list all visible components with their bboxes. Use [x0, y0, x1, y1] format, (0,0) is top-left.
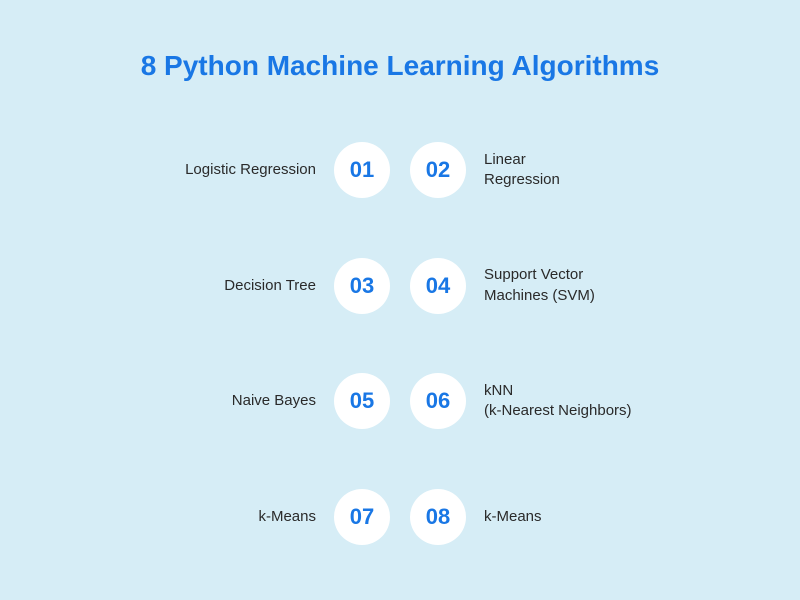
- list-item: Decision Tree 03: [60, 243, 390, 329]
- list-item: 06 kNN (k-Nearest Neighbors): [410, 359, 740, 445]
- item-label: k-Means: [484, 507, 542, 527]
- list-item: 04 Support VectorMachines (SVM): [410, 243, 740, 329]
- list-item: Naive Bayes 05: [60, 359, 390, 445]
- item-label: kNN (k-Nearest Neighbors): [484, 381, 632, 422]
- item-label: Logistic Regression: [185, 160, 316, 180]
- algorithms-grid: Logistic Regression 01 02 LinearRegressi…: [60, 127, 740, 560]
- page-title: 8 Python Machine Learning Algorithms: [60, 50, 740, 82]
- number-badge: 04: [410, 258, 466, 314]
- infographic-container: 8 Python Machine Learning Algorithms Log…: [0, 0, 800, 600]
- list-item: k-Means 07: [60, 474, 390, 560]
- number-badge: 01: [334, 142, 390, 198]
- number-badge: 07: [334, 489, 390, 545]
- item-label: Naive Bayes: [232, 391, 316, 411]
- list-item: 02 LinearRegression: [410, 127, 740, 213]
- number-badge: 06: [410, 373, 466, 429]
- number-badge: 03: [334, 258, 390, 314]
- item-label: Decision Tree: [224, 276, 316, 296]
- number-badge: 05: [334, 373, 390, 429]
- item-label: Support VectorMachines (SVM): [484, 265, 595, 306]
- list-item: Logistic Regression 01: [60, 127, 390, 213]
- number-badge: 08: [410, 489, 466, 545]
- item-label: k-Means: [258, 507, 316, 527]
- item-label: LinearRegression: [484, 150, 560, 191]
- list-item: 08 k-Means: [410, 474, 740, 560]
- number-badge: 02: [410, 142, 466, 198]
